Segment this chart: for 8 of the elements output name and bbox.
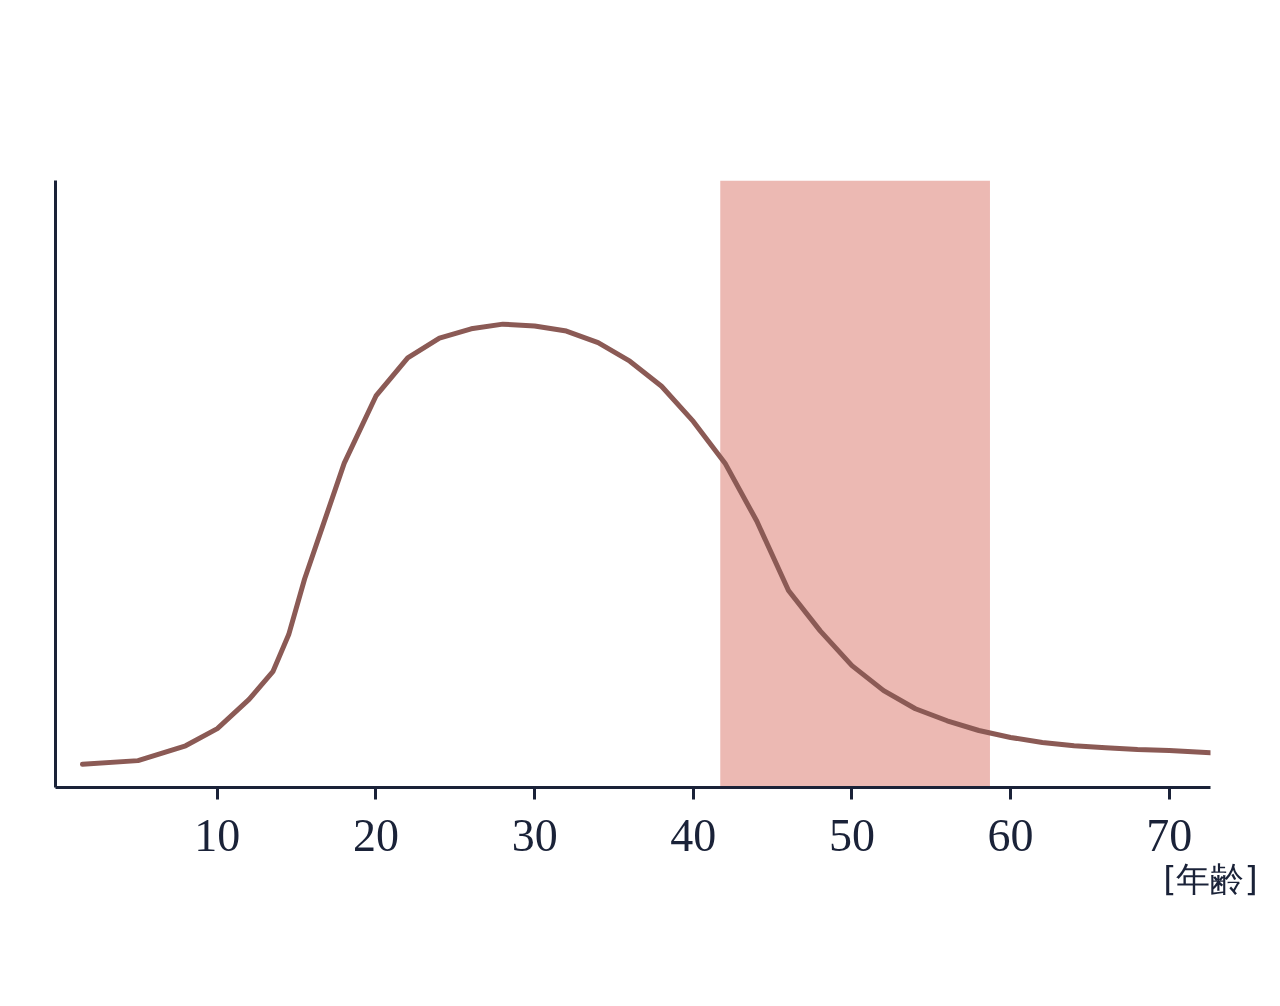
x-tick-label: 40 [670, 809, 717, 861]
x-tick-label: 30 [511, 809, 558, 861]
x-tick-label: 20 [352, 809, 399, 861]
x-axis-title: [年齢] [1163, 858, 1258, 899]
x-tick-label: 60 [987, 809, 1034, 861]
x-tick-label: 10 [194, 809, 241, 861]
x-tick-label: 50 [828, 809, 875, 861]
x-tick-label: 70 [1146, 809, 1193, 861]
